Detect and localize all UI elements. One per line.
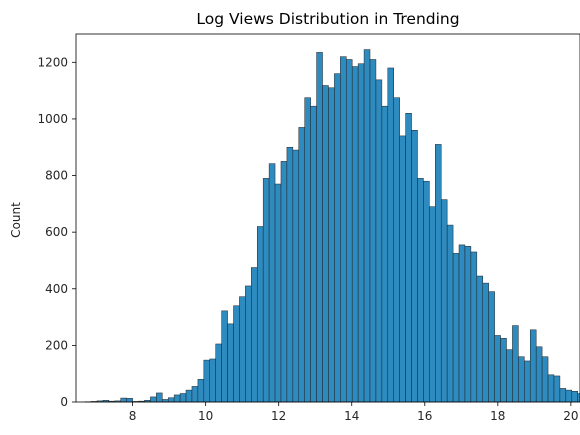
histogram-bar xyxy=(245,285,252,403)
histogram-bar xyxy=(185,389,193,403)
histogram-bar xyxy=(565,389,573,403)
histogram-bar xyxy=(446,224,454,403)
histogram-bar xyxy=(280,161,288,403)
histogram-bar xyxy=(547,374,555,403)
histogram-bar xyxy=(197,379,205,403)
histogram-bar xyxy=(399,135,406,403)
histogram-bar xyxy=(262,178,270,403)
histogram-bar xyxy=(268,163,276,403)
x-tick-label: 8 xyxy=(129,409,137,423)
histogram-bar xyxy=(215,343,222,403)
histogram-bar xyxy=(179,393,187,403)
x-tick-label: 14 xyxy=(344,409,359,423)
histogram-bar xyxy=(482,282,489,403)
chart-title: Log Views Distribution in Trending xyxy=(196,10,459,28)
histogram-bar xyxy=(541,356,549,403)
histogram-bar xyxy=(209,358,216,403)
histogram-bar xyxy=(470,251,478,403)
histogram-bar xyxy=(120,397,127,403)
y-tick-label: 1200 xyxy=(37,55,68,69)
y-tick-label: 600 xyxy=(45,225,68,239)
histogram-bar xyxy=(304,97,311,403)
histogram-bar xyxy=(298,127,305,403)
histogram-bar xyxy=(524,360,531,403)
histogram-bar xyxy=(256,226,264,403)
histogram-bar xyxy=(405,113,412,403)
histogram-bar xyxy=(435,144,442,403)
histogram-bar xyxy=(506,349,513,403)
y-tick-label: 0 xyxy=(60,395,68,409)
histogram-bar xyxy=(559,388,567,403)
histogram-bar xyxy=(369,59,377,403)
histogram-bar xyxy=(286,146,294,403)
histogram-bar xyxy=(411,129,418,403)
histogram-bar xyxy=(310,105,317,403)
histogram-bar xyxy=(494,335,501,403)
histogram-bar xyxy=(351,66,359,403)
histogram-bar xyxy=(233,305,240,403)
histogram-bar xyxy=(464,246,472,403)
y-axis: 0 200 400 600 800 1000 1200 xyxy=(37,55,76,409)
histogram-bar xyxy=(476,275,484,403)
histogram-bar xyxy=(500,338,507,403)
histogram-bar xyxy=(328,87,335,403)
histogram-bar xyxy=(191,386,199,403)
histogram-bar xyxy=(577,393,580,403)
y-tick-label: 400 xyxy=(45,282,68,296)
histogram-bar xyxy=(173,394,181,403)
histogram-bar xyxy=(239,296,246,403)
histogram-bar xyxy=(458,244,466,403)
histogram-bar xyxy=(203,359,211,403)
y-tick-label: 1000 xyxy=(37,112,68,126)
histogram-bar xyxy=(423,180,430,403)
histogram-bar xyxy=(340,56,347,403)
histogram-bar xyxy=(393,97,400,403)
histogram-bar xyxy=(518,356,525,403)
y-tick-label: 200 xyxy=(45,338,68,352)
histogram-bar xyxy=(274,183,282,403)
histogram-bar xyxy=(488,291,495,403)
histogram-bar xyxy=(346,59,353,403)
histogram-bar xyxy=(440,199,448,403)
histogram-bar xyxy=(167,397,175,403)
histogram-bar xyxy=(126,398,133,403)
histogram-bar xyxy=(363,49,371,403)
histogram-bar xyxy=(322,85,329,403)
histogram-bar xyxy=(535,346,543,403)
x-tick-label: 10 xyxy=(198,409,213,423)
x-tick-label: 16 xyxy=(417,409,432,423)
histogram-bar xyxy=(292,149,300,403)
histogram-bar xyxy=(417,178,424,403)
histogram-bar xyxy=(529,329,537,403)
bars-group xyxy=(84,49,580,403)
histogram-bar xyxy=(251,267,258,403)
plot-frame xyxy=(75,33,580,403)
x-tick-label: 20 xyxy=(563,409,578,423)
histogram-bar xyxy=(429,206,436,403)
histogram-bar xyxy=(375,79,383,403)
histogram-bar xyxy=(227,323,234,403)
histogram-bar xyxy=(316,52,323,403)
histogram-bar xyxy=(452,253,460,403)
x-axis: 8 10 12 14 16 18 20 xyxy=(129,402,579,423)
histogram-bar xyxy=(387,67,394,403)
x-tick-label: 18 xyxy=(490,409,505,423)
histogram-bar xyxy=(156,392,163,403)
x-tick-label: 12 xyxy=(271,409,286,423)
histogram-bar xyxy=(221,310,228,403)
histogram-bar xyxy=(334,73,341,403)
histogram-bar xyxy=(381,105,389,403)
y-axis-label: Count xyxy=(9,202,23,238)
histogram-bar xyxy=(512,325,519,403)
histogram-bar xyxy=(357,63,365,403)
histogram-bar xyxy=(150,396,157,403)
histogram-bar xyxy=(571,390,578,403)
y-tick-label: 800 xyxy=(45,169,68,183)
histogram-bar xyxy=(553,375,561,403)
